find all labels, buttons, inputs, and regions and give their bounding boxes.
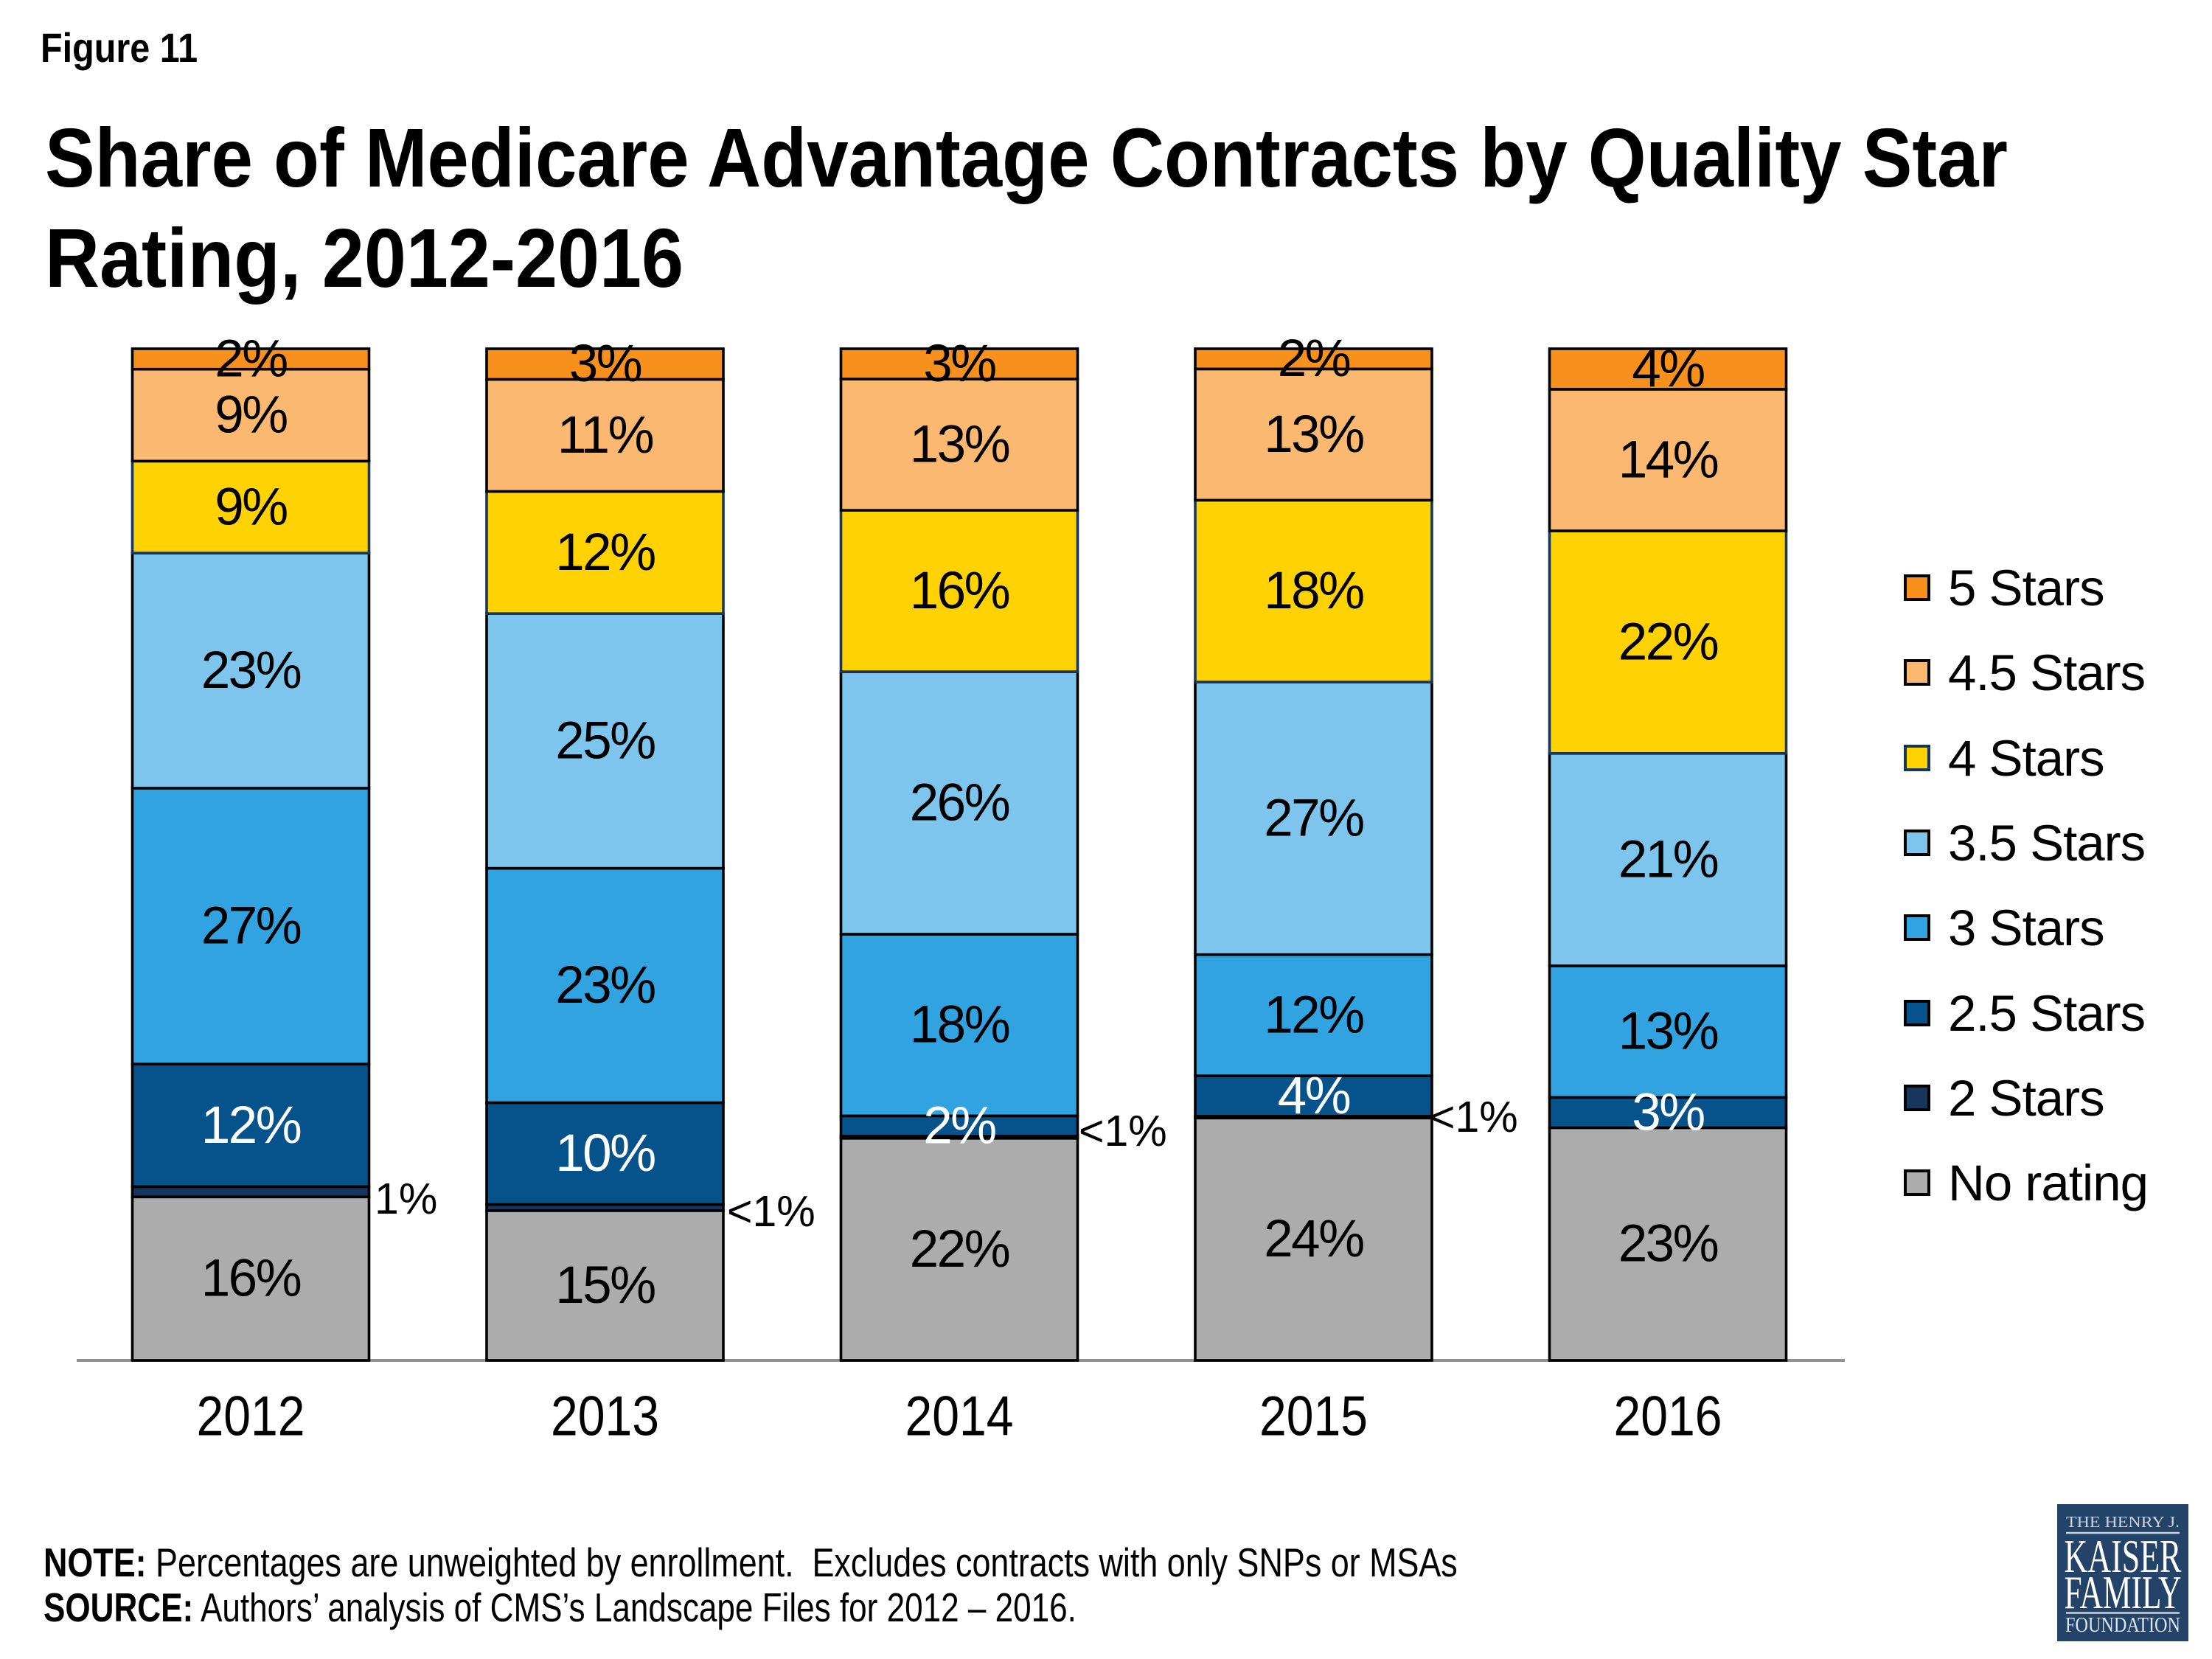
svg-text:2014: 2014 bbox=[905, 1385, 1014, 1447]
svg-text:13%: 13% bbox=[910, 416, 1009, 474]
svg-text:THE HENRY J.: THE HENRY J. bbox=[2066, 1513, 2180, 1531]
svg-text:21%: 21% bbox=[1618, 830, 1718, 888]
svg-text:2016: 2016 bbox=[1614, 1385, 1722, 1447]
svg-text:26%: 26% bbox=[910, 774, 1009, 832]
svg-text:23%: 23% bbox=[201, 641, 301, 700]
svg-text:13%: 13% bbox=[1618, 1003, 1718, 1061]
svg-text:10%: 10% bbox=[555, 1124, 655, 1183]
svg-text:11%: 11% bbox=[557, 406, 653, 465]
svg-text:22%: 22% bbox=[1618, 613, 1718, 671]
svg-text:2012: 2012 bbox=[197, 1385, 305, 1447]
svg-text:2015: 2015 bbox=[1259, 1385, 1368, 1447]
svg-text:<1%: <1% bbox=[727, 1187, 815, 1236]
svg-text:14%: 14% bbox=[1618, 431, 1718, 489]
svg-text:3%: 3% bbox=[1632, 1083, 1704, 1141]
svg-text:22%: 22% bbox=[910, 1220, 1009, 1279]
svg-text:2013: 2013 bbox=[551, 1385, 659, 1447]
svg-text:16%: 16% bbox=[201, 1250, 301, 1308]
svg-text:<1%: <1% bbox=[1430, 1093, 1518, 1141]
svg-text:27%: 27% bbox=[1264, 789, 1363, 847]
svg-text:2%: 2% bbox=[1278, 330, 1350, 388]
svg-text:2%: 2% bbox=[923, 1097, 995, 1155]
svg-text:4%: 4% bbox=[1278, 1067, 1350, 1125]
svg-text:27%: 27% bbox=[201, 897, 301, 956]
svg-text:1%: 1% bbox=[375, 1175, 437, 1223]
svg-text:18%: 18% bbox=[910, 996, 1009, 1054]
svg-text:23%: 23% bbox=[555, 956, 655, 1015]
svg-text:FOUNDATION: FOUNDATION bbox=[2065, 1613, 2180, 1637]
svg-text:25%: 25% bbox=[555, 712, 655, 770]
svg-text:KAISER: KAISER bbox=[2065, 1531, 2182, 1582]
svg-text:12%: 12% bbox=[555, 524, 655, 582]
svg-text:9%: 9% bbox=[215, 478, 287, 536]
svg-text:3%: 3% bbox=[569, 335, 641, 393]
svg-text:23%: 23% bbox=[1618, 1215, 1718, 1273]
svg-text:2%: 2% bbox=[215, 330, 287, 388]
svg-text:13%: 13% bbox=[1264, 406, 1363, 464]
svg-text:3%: 3% bbox=[923, 335, 995, 393]
svg-text:15%: 15% bbox=[555, 1256, 655, 1315]
svg-text:4%: 4% bbox=[1632, 340, 1704, 398]
svg-text:<1%: <1% bbox=[1079, 1107, 1167, 1155]
svg-text:12%: 12% bbox=[201, 1096, 301, 1155]
svg-text:9%: 9% bbox=[215, 386, 287, 445]
svg-text:18%: 18% bbox=[1264, 562, 1363, 620]
svg-text:24%: 24% bbox=[1264, 1210, 1363, 1268]
svg-text:16%: 16% bbox=[910, 562, 1009, 620]
svg-text:12%: 12% bbox=[1264, 986, 1363, 1044]
svg-text:FAMILY: FAMILY bbox=[2065, 1566, 2182, 1618]
